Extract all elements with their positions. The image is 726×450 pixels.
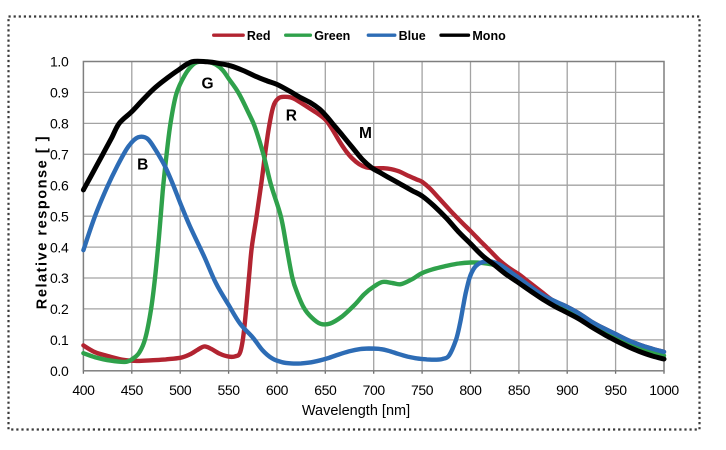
svg-text:Blue: Blue [399,29,426,43]
svg-text:0.6: 0.6 [50,177,69,193]
svg-text:R: R [286,107,297,124]
svg-text:950: 950 [605,382,628,398]
svg-text:Wavelength [nm]: Wavelength [nm] [302,403,410,419]
svg-text:0.4: 0.4 [50,239,69,255]
svg-text:1.0: 1.0 [50,54,69,70]
svg-text:G: G [201,76,213,93]
svg-text:M: M [359,125,372,142]
svg-text:Relative response [ ]: Relative response [ ] [35,135,51,309]
svg-text:0.0: 0.0 [50,363,69,379]
svg-text:Green: Green [314,29,350,43]
svg-text:Red: Red [247,29,271,43]
svg-text:850: 850 [508,382,531,398]
svg-text:700: 700 [363,382,386,398]
svg-text:0.9: 0.9 [50,85,69,101]
svg-text:0.2: 0.2 [50,301,69,317]
svg-text:750: 750 [411,382,434,398]
svg-text:900: 900 [556,382,579,398]
svg-text:1000: 1000 [649,382,679,398]
svg-text:0.8: 0.8 [50,116,69,132]
svg-text:650: 650 [314,382,337,398]
svg-text:0.5: 0.5 [50,208,69,224]
svg-text:500: 500 [169,382,192,398]
svg-text:550: 550 [218,382,241,398]
svg-text:B: B [137,156,148,173]
svg-text:0.1: 0.1 [50,332,69,348]
svg-text:800: 800 [459,382,482,398]
svg-text:0.3: 0.3 [50,270,69,286]
svg-text:Mono: Mono [472,29,506,43]
svg-text:400: 400 [72,382,95,398]
svg-text:0.7: 0.7 [50,147,69,163]
svg-text:600: 600 [266,382,289,398]
svg-text:450: 450 [121,382,144,398]
